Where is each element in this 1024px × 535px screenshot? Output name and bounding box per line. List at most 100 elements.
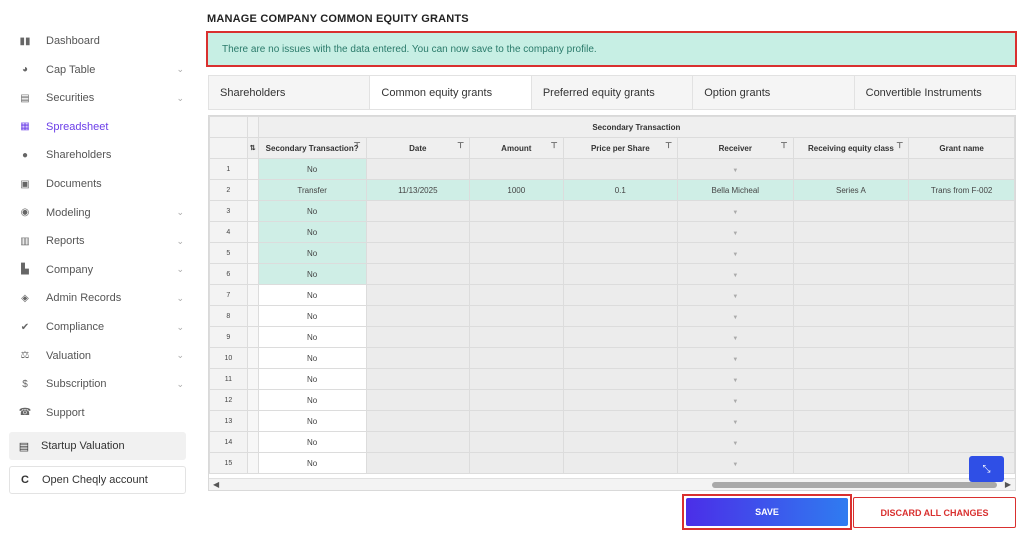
- chevron-down-icon[interactable]: ⌄: [176, 207, 184, 218]
- column-header-grant-name[interactable]: Grant name: [908, 137, 1015, 159]
- cell-receiver[interactable]: ▼: [677, 263, 794, 285]
- cell-secondary[interactable]: No: [257, 389, 367, 411]
- cell-price[interactable]: [562, 158, 679, 180]
- row-number[interactable]: 3: [209, 200, 248, 222]
- dropdown-caret-icon[interactable]: ▼: [732, 419, 739, 426]
- cell-grant[interactable]: [908, 284, 1015, 306]
- scrollbar-thumb[interactable]: [712, 482, 997, 488]
- row-number[interactable]: 11: [209, 368, 248, 390]
- row-number[interactable]: 14: [209, 431, 248, 453]
- cell-secondary[interactable]: No: [257, 284, 367, 306]
- cell-date[interactable]: [365, 221, 471, 243]
- sidebar-item-subscription[interactable]: $ Subscription ⌄: [10, 370, 188, 398]
- freeze-icon[interactable]: ⇅: [246, 137, 259, 159]
- cell-grant[interactable]: [908, 221, 1015, 243]
- row-number[interactable]: 5: [209, 242, 248, 264]
- save-button[interactable]: SAVE: [686, 498, 848, 526]
- row-number[interactable]: 8: [209, 305, 248, 327]
- tab-preferred-equity-grants[interactable]: Preferred equity grants: [531, 76, 694, 109]
- cell-class[interactable]: [792, 452, 910, 474]
- cell-amount[interactable]: [469, 368, 564, 390]
- sidebar-item-dashboard[interactable]: ▮▮ Dashboard: [10, 27, 188, 55]
- dropdown-caret-icon[interactable]: ▼: [732, 272, 739, 279]
- cell-amount[interactable]: [469, 284, 564, 306]
- cell-amount[interactable]: [469, 200, 564, 222]
- cell-secondary[interactable]: No: [257, 410, 367, 432]
- cell-amount[interactable]: [469, 305, 564, 327]
- row-number[interactable]: 12: [209, 389, 248, 411]
- cell-amount[interactable]: [469, 410, 564, 432]
- sidebar-item-spreadsheet[interactable]: ▦ Spreadsheet: [10, 113, 188, 141]
- cell-amount[interactable]: [469, 347, 564, 369]
- cell-class[interactable]: [792, 158, 910, 180]
- column-header-secondary-transaction[interactable]: Secondary Transaction? ⊤: [257, 137, 367, 159]
- cell-amount[interactable]: [469, 263, 564, 285]
- cell-class[interactable]: [792, 284, 910, 306]
- dropdown-caret-icon[interactable]: ▼: [732, 293, 739, 300]
- dropdown-caret-icon[interactable]: ▼: [732, 377, 739, 384]
- sidebar-item-cap-table[interactable]: ◕ Cap Table ⌄: [10, 56, 188, 84]
- cell-receiver[interactable]: ▼: [677, 452, 794, 474]
- row-number[interactable]: 13: [209, 410, 248, 432]
- startup-valuation-button[interactable]: ▤ Startup Valuation: [9, 432, 186, 460]
- cell-date[interactable]: [365, 242, 471, 264]
- dropdown-caret-icon[interactable]: ▼: [732, 335, 739, 342]
- sidebar-item-support[interactable]: ☎ Support: [10, 399, 188, 427]
- chevron-down-icon[interactable]: ⌄: [176, 92, 184, 103]
- cell-price[interactable]: [562, 452, 679, 474]
- cell-amount[interactable]: [469, 326, 564, 348]
- pin-icon[interactable]: ⊤: [780, 141, 788, 150]
- cell-grant[interactable]: [908, 242, 1015, 264]
- cell-grant[interactable]: [908, 200, 1015, 222]
- cell-grant[interactable]: [908, 410, 1015, 432]
- cell-class[interactable]: [792, 389, 910, 411]
- cell-date[interactable]: [365, 158, 471, 180]
- cell-price[interactable]: [562, 431, 679, 453]
- tab-common-equity-grants[interactable]: Common equity grants: [370, 76, 532, 109]
- cell-price[interactable]: [562, 305, 679, 327]
- cell-grant[interactable]: [908, 368, 1015, 390]
- tab-shareholders[interactable]: Shareholders: [209, 76, 371, 109]
- cell-date[interactable]: [365, 410, 471, 432]
- cell-receiver[interactable]: ▼: [677, 389, 794, 411]
- cell-class[interactable]: [792, 242, 910, 264]
- spreadsheet-grid[interactable]: Secondary Transaction ⇅ Secondary Transa…: [208, 115, 1016, 491]
- tab-option-grants[interactable]: Option grants: [693, 76, 855, 109]
- cell-price[interactable]: [562, 326, 679, 348]
- cell-secondary[interactable]: No: [257, 347, 367, 369]
- cell-secondary[interactable]: No: [257, 200, 367, 222]
- cell-price[interactable]: [562, 200, 679, 222]
- cell-price[interactable]: [562, 263, 679, 285]
- cell-receiver[interactable]: ▼: [677, 200, 794, 222]
- sidebar-item-documents[interactable]: ▣ Documents: [10, 170, 188, 198]
- cell-class[interactable]: [792, 347, 910, 369]
- cell-class[interactable]: [792, 263, 910, 285]
- column-header-receiver[interactable]: Receiver ⊤: [677, 137, 794, 159]
- cell-grant[interactable]: [908, 347, 1015, 369]
- cell-secondary[interactable]: No: [257, 242, 367, 264]
- row-number[interactable]: 1: [209, 158, 248, 180]
- dropdown-caret-icon[interactable]: ▼: [732, 461, 739, 468]
- cell-amount[interactable]: 1000: [469, 179, 564, 201]
- cell-grant[interactable]: [908, 389, 1015, 411]
- cell-amount[interactable]: [469, 389, 564, 411]
- cell-price[interactable]: [562, 221, 679, 243]
- cell-secondary[interactable]: No: [257, 221, 367, 243]
- cell-date[interactable]: [365, 305, 471, 327]
- cell-grant[interactable]: Trans from F-002: [908, 179, 1015, 201]
- cell-grant[interactable]: [908, 263, 1015, 285]
- pin-icon[interactable]: ⊤: [457, 141, 465, 150]
- row-number[interactable]: 6: [209, 263, 248, 285]
- cell-class[interactable]: [792, 326, 910, 348]
- open-cheqly-button[interactable]: C Open Cheqly account: [9, 466, 186, 494]
- cell-date[interactable]: [365, 368, 471, 390]
- cell-receiver[interactable]: ▼: [677, 410, 794, 432]
- cell-class[interactable]: Series A: [792, 179, 910, 201]
- cell-class[interactable]: [792, 200, 910, 222]
- dropdown-caret-icon[interactable]: ▼: [732, 440, 739, 447]
- cell-price[interactable]: [562, 410, 679, 432]
- cell-grant[interactable]: [908, 305, 1015, 327]
- cell-secondary[interactable]: No: [257, 263, 367, 285]
- chevron-down-icon[interactable]: ⌄: [176, 264, 184, 275]
- dropdown-caret-icon[interactable]: ▼: [732, 398, 739, 405]
